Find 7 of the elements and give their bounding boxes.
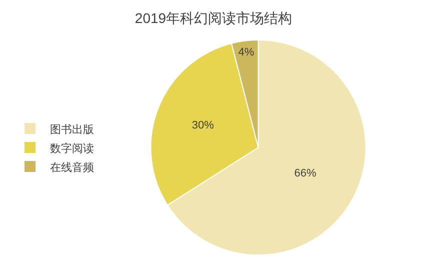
chart-title: 2019年科幻阅读市场结构	[134, 10, 292, 26]
legend-label: 数字阅读	[50, 142, 94, 155]
data-label: 4%	[238, 46, 254, 59]
legend-label: 在线音频	[50, 160, 94, 174]
data-label: 30%	[192, 120, 214, 132]
data-label: 66%	[294, 167, 316, 180]
legend-label: 图书出版	[50, 122, 94, 136]
